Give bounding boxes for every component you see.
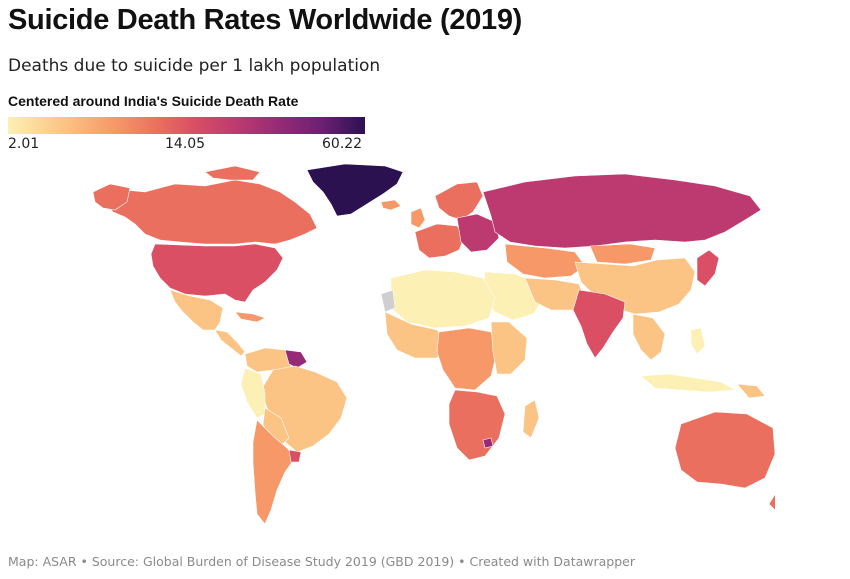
- region-caribbean[interactable]: [234, 311, 266, 323]
- region-central-africa[interactable]: [436, 327, 498, 391]
- region-usa[interactable]: [150, 243, 284, 303]
- region-alaska[interactable]: [92, 183, 131, 211]
- region-north-africa[interactable]: [390, 269, 496, 329]
- region-new-zealand[interactable]: [768, 482, 775, 511]
- region-russia[interactable]: [482, 173, 762, 249]
- region-argentina-chile[interactable]: [252, 419, 296, 525]
- legend-color-scale: [8, 117, 365, 134]
- legend-mid-label: 14.05: [165, 136, 206, 152]
- chart-subtitle: Deaths due to suicide per 1 lakh populat…: [8, 56, 381, 76]
- region-uk-ireland[interactable]: [410, 207, 426, 229]
- region-west-africa[interactable]: [384, 311, 452, 359]
- legend-max-label: 60.22: [322, 136, 363, 152]
- region-philippines[interactable]: [690, 327, 706, 355]
- region-canada[interactable]: [104, 179, 318, 245]
- region-east-africa[interactable]: [490, 321, 528, 375]
- region-mexico[interactable]: [169, 289, 224, 331]
- region-central-asia[interactable]: [504, 243, 586, 279]
- chart-title: Suicide Death Rates Worldwide (2019): [8, 4, 523, 36]
- region-madagascar[interactable]: [522, 399, 540, 439]
- region-lesotho[interactable]: [482, 437, 494, 449]
- legend-min-label: 2.01: [8, 136, 40, 152]
- region-andean[interactable]: [240, 367, 266, 419]
- region-western-sahara[interactable]: [380, 289, 396, 313]
- region-western-europe[interactable]: [414, 223, 466, 259]
- region-scandinavia[interactable]: [434, 181, 484, 221]
- legend-title: Centered around India's Suicide Death Ra…: [8, 93, 299, 109]
- region-iceland[interactable]: [380, 199, 402, 211]
- region-uruguay[interactable]: [288, 449, 302, 463]
- region-eastern-europe[interactable]: [456, 213, 500, 253]
- region-southern-africa[interactable]: [448, 389, 506, 461]
- region-mongolia[interactable]: [589, 243, 656, 265]
- region-guianas[interactable]: [284, 349, 308, 369]
- world-choropleth-map: [92, 163, 775, 525]
- region-india[interactable]: [572, 289, 626, 359]
- region-arctic-islands[interactable]: [204, 165, 261, 181]
- region-southeast-asia[interactable]: [632, 313, 666, 361]
- source-credit: Map: ASAR • Source: Global Burden of Dis…: [8, 554, 635, 569]
- region-indonesia[interactable]: [640, 373, 736, 393]
- region-australia[interactable]: [674, 411, 775, 489]
- region-png[interactable]: [736, 383, 766, 399]
- region-central-america[interactable]: [214, 329, 246, 357]
- region-greenland[interactable]: [306, 163, 404, 217]
- region-japan-korea[interactable]: [696, 249, 720, 287]
